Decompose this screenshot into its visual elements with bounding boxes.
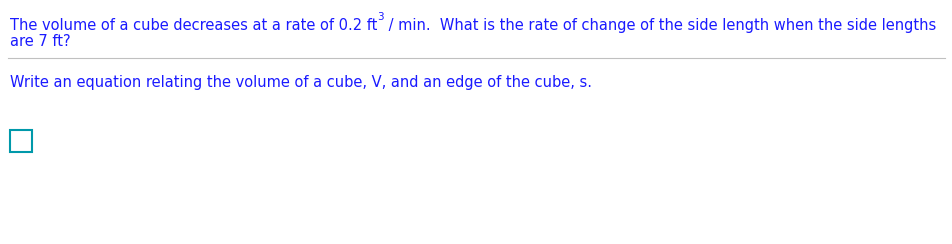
Text: The volume of a cube decreases at a rate of 0.2 ft: The volume of a cube decreases at a rate… [10, 18, 377, 33]
Text: / min.  What is the rate of change of the side length when the side lengths: / min. What is the rate of change of the… [384, 18, 935, 33]
Text: Write an equation relating the volume of a cube, V, and an edge of the cube, s.: Write an equation relating the volume of… [10, 75, 591, 90]
Text: 3: 3 [377, 12, 384, 22]
Text: are 7 ft?: are 7 ft? [10, 34, 70, 49]
